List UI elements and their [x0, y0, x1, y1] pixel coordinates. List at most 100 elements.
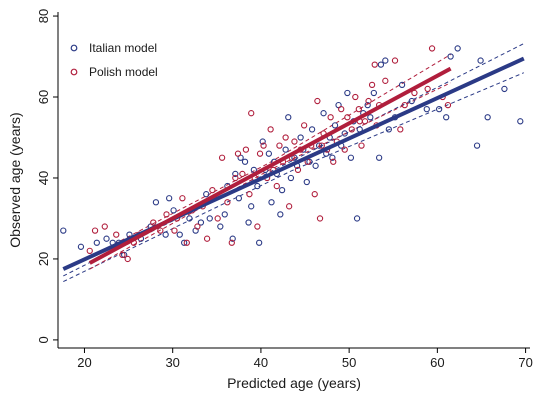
italian-model-point [197, 219, 205, 226]
italian-model-point [259, 138, 266, 145]
polish-model-point [348, 126, 355, 133]
polish-model-point [209, 186, 216, 194]
polish-model-point [282, 134, 289, 141]
italian-model-point [170, 207, 177, 214]
legend-label-italian-model: Italian model [89, 41, 157, 55]
polish-model-point [163, 211, 170, 218]
italian-model-point [206, 215, 213, 222]
italian-model-point [268, 199, 275, 206]
polish-model-point [119, 251, 126, 259]
polish-model-point [194, 223, 201, 230]
italian-model-point [245, 219, 252, 226]
italian-model-point [248, 203, 255, 210]
italian-model-point [162, 231, 169, 238]
x-tick-label: 40 [254, 355, 268, 370]
italian-model-point [287, 174, 295, 182]
polish-model-point [124, 255, 131, 263]
italian-model-point [347, 154, 355, 161]
italian-model-point [152, 199, 160, 206]
y-tick-label: 80 [36, 9, 51, 23]
italian-model-point [329, 154, 336, 161]
legend-label-polish-model: Polish model [89, 65, 158, 79]
polish-model-point [311, 191, 318, 198]
italian-model-point [254, 182, 261, 190]
italian-model-point [241, 158, 249, 165]
polish-model-point [365, 97, 372, 105]
polish-model-point [291, 138, 298, 145]
italian-model-point [382, 57, 389, 64]
polish-model-point [113, 231, 120, 238]
italian-model-point [320, 110, 327, 117]
polish-model-point [401, 101, 408, 109]
italian-model-point [398, 81, 406, 89]
italian-model-point [176, 231, 183, 238]
italian-model-point [265, 150, 273, 157]
italian-model-point [235, 195, 243, 202]
italian-model-point [331, 122, 339, 129]
polish-model-point [214, 215, 221, 222]
polish-model-point [371, 61, 378, 68]
polish-model-point [358, 142, 365, 149]
polish-model-point [228, 239, 235, 246]
italian-model-point [308, 126, 316, 133]
italian-model-point [353, 215, 361, 222]
italian-model-point [103, 235, 110, 242]
polish-model-ci-upper-line [89, 54, 451, 258]
polish-model-point [254, 223, 261, 230]
italian-model-point [203, 191, 210, 198]
fit-lines [62, 56, 525, 271]
italian-model-point [423, 106, 430, 113]
italian-model-point [77, 243, 85, 250]
polish-model-point [203, 235, 211, 242]
polish-model-point [171, 227, 178, 234]
polish-model-point [150, 219, 157, 226]
italian-model-point [364, 101, 371, 109]
polish-model-point [391, 57, 399, 64]
polish-model-point [276, 142, 283, 149]
italian-model-point [297, 134, 304, 141]
polish-model-point [224, 199, 231, 206]
polish-model-point [330, 158, 337, 165]
polish-model-point [183, 239, 190, 246]
polish-model-point [314, 97, 321, 105]
polish-model-fit-line [88, 66, 452, 265]
polish-model-point [273, 182, 280, 190]
italian-model-point [344, 89, 351, 97]
italian-model-point [166, 195, 173, 202]
polish-model-point [327, 114, 334, 121]
x-tick-label: 30 [165, 355, 179, 370]
y-tick-label: 20 [36, 252, 51, 266]
x-tick-label: 70 [518, 355, 532, 370]
polish-model-point [91, 227, 99, 234]
polish-model-point [232, 174, 239, 182]
italian-model-point [443, 114, 450, 121]
italian-model-point [385, 126, 392, 133]
polish-model-point [341, 146, 348, 153]
polish-model-point [218, 154, 226, 161]
italian-model-point [221, 211, 228, 218]
italian-model-point [291, 154, 298, 161]
polish-model-point [285, 203, 293, 210]
italian-model-point [181, 239, 188, 246]
polish-model-point [382, 77, 389, 84]
polish-model-point [428, 45, 436, 52]
x-axis-title: Predicted age (years) [227, 375, 361, 391]
y-tick-label: 60 [36, 90, 51, 104]
italian-model-point [377, 61, 385, 68]
italian-model-point [473, 142, 481, 149]
polish-model-point [248, 110, 255, 117]
italian-model-point [256, 239, 263, 246]
polish-model-ci-lower-line [89, 82, 451, 270]
italian-model-point [484, 114, 491, 121]
italian-model-point [323, 150, 330, 157]
polish-model-point [352, 93, 359, 101]
polish-model-point [260, 142, 267, 149]
italian-model-point [217, 223, 224, 230]
italian-model-point [375, 154, 383, 161]
italian-model-point [367, 114, 374, 121]
polish-model-point [316, 215, 324, 222]
italian-model-point [370, 89, 377, 97]
italian-model-point [312, 162, 319, 169]
italian-model-point [408, 97, 415, 105]
